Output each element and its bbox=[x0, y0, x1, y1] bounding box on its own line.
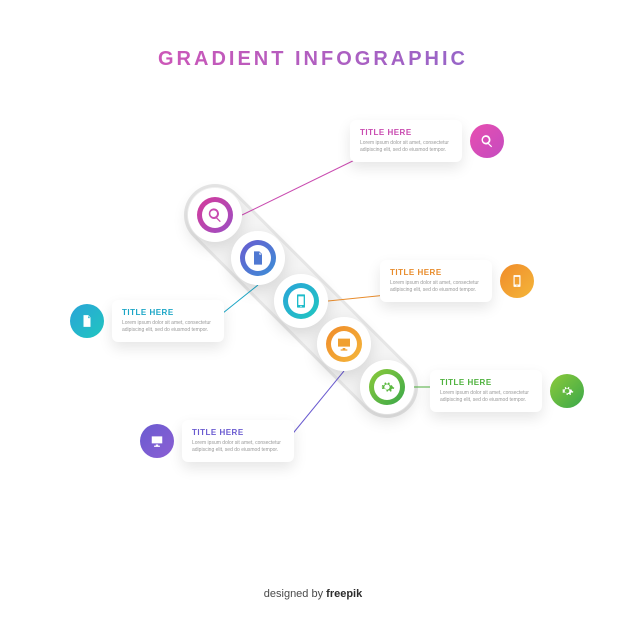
phone-icon bbox=[283, 283, 319, 319]
callout-c2: TITLE HERE Lorem ipsum dolor sit amet, co… bbox=[70, 300, 224, 342]
search-icon bbox=[197, 197, 233, 233]
attribution-brand: freepik bbox=[326, 588, 362, 600]
callout-c3: TITLE HERE Lorem ipsum dolor sit amet, co… bbox=[380, 260, 534, 302]
callout-body: Lorem ipsum dolor sit amet, consectetur … bbox=[440, 390, 532, 404]
callout-body: Lorem ipsum dolor sit amet, consectetur … bbox=[122, 320, 214, 334]
attribution-prefix: designed by bbox=[264, 588, 326, 600]
spine-node-n2 bbox=[231, 231, 285, 285]
spine-node-n4 bbox=[317, 317, 371, 371]
spine-node-n3 bbox=[274, 274, 328, 328]
spine-node-n5 bbox=[360, 360, 414, 414]
callout-c4: TITLE HERE Lorem ipsum dolor sit amet, co… bbox=[140, 420, 294, 462]
callout-card: TITLE HERE Lorem ipsum dolor sit amet, co… bbox=[430, 370, 542, 412]
attribution: designed by freepik bbox=[0, 588, 626, 600]
callout-card: TITLE HERE Lorem ipsum dolor sit amet, co… bbox=[182, 420, 294, 462]
callout-body: Lorem ipsum dolor sit amet, consectetur … bbox=[390, 280, 482, 294]
gear-icon bbox=[550, 374, 584, 408]
callout-card: TITLE HERE Lorem ipsum dolor sit amet, co… bbox=[112, 300, 224, 342]
search-icon bbox=[470, 124, 504, 158]
monitor-icon bbox=[326, 326, 362, 362]
file-icon bbox=[70, 304, 104, 338]
callout-body: Lorem ipsum dolor sit amet, consectetur … bbox=[360, 140, 452, 154]
callout-title: TITLE HERE bbox=[440, 378, 532, 387]
monitor-icon bbox=[140, 424, 174, 458]
callout-title: TITLE HERE bbox=[192, 428, 284, 437]
callout-title: TITLE HERE bbox=[360, 128, 452, 137]
callout-title: TITLE HERE bbox=[122, 308, 214, 317]
callout-c1: TITLE HERE Lorem ipsum dolor sit amet, co… bbox=[350, 120, 504, 162]
gear-icon bbox=[369, 369, 405, 405]
phone-icon bbox=[500, 264, 534, 298]
callout-title: TITLE HERE bbox=[390, 268, 482, 277]
callout-body: Lorem ipsum dolor sit amet, consectetur … bbox=[192, 440, 284, 454]
callout-c5: TITLE HERE Lorem ipsum dolor sit amet, co… bbox=[430, 370, 584, 412]
callout-card: TITLE HERE Lorem ipsum dolor sit amet, co… bbox=[380, 260, 492, 302]
infographic-stage: TITLE HERE Lorem ipsum dolor sit amet, co… bbox=[0, 0, 626, 626]
spine-node-n1 bbox=[188, 188, 242, 242]
file-icon bbox=[240, 240, 276, 276]
callout-card: TITLE HERE Lorem ipsum dolor sit amet, co… bbox=[350, 120, 462, 162]
